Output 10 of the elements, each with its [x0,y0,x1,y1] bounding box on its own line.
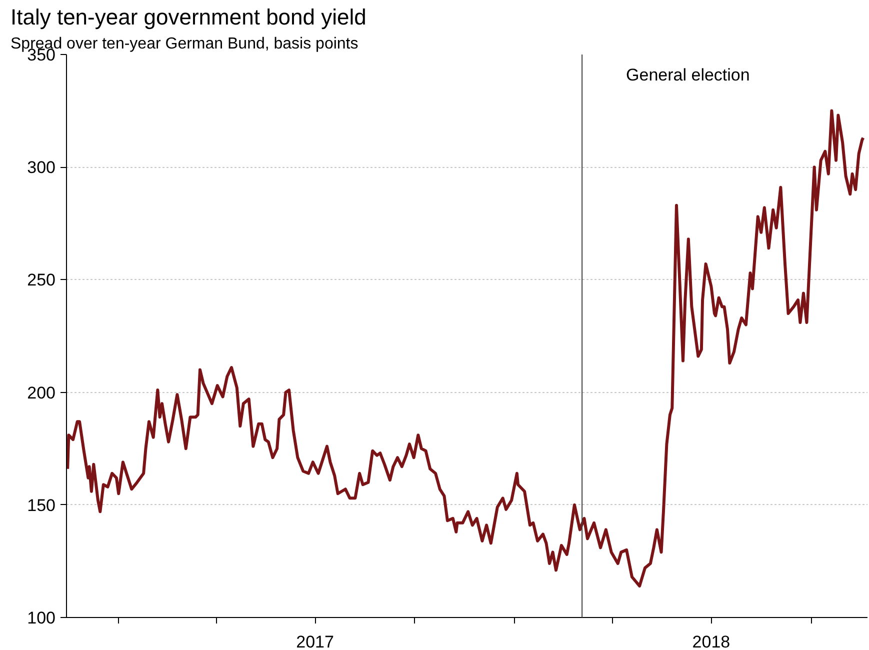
y-tick-label: 250 [27,270,56,290]
y-tick-label: 300 [27,158,56,178]
x-tick-label: 2018 [692,632,730,650]
y-tick-label: 100 [27,608,56,628]
x-tick-label: 2017 [296,632,334,650]
ref-line-label: General election [626,66,750,84]
line-series [66,109,865,588]
chart-title: Italy ten-year government bond yield [10,4,366,30]
y-tick-label: 150 [27,496,56,515]
y-tick-label: 200 [27,383,56,402]
